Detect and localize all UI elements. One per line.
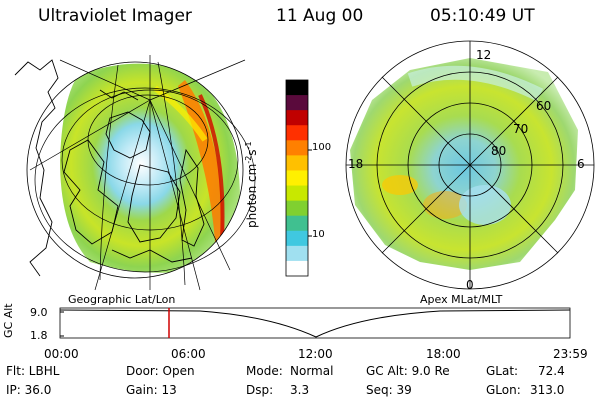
colorbar-segment [286, 245, 308, 262]
glat-label: GLat: [486, 364, 519, 378]
auroral-arc [178, 80, 224, 262]
colorbar-segment [286, 110, 308, 126]
gain-status: Gain: 13 [126, 383, 177, 397]
colorbar-unit: photon cm-2s-1 [244, 141, 259, 228]
time-tick-2359: 23:59 [553, 347, 588, 361]
altitude-tick-max: 9.0 [30, 306, 48, 319]
altitude-plot [59, 307, 571, 339]
colorbar-segment [286, 80, 308, 96]
mlt-label-0: 0 [466, 278, 474, 292]
polar-emission [350, 58, 578, 270]
ip-status: IP: 36.0 [6, 383, 52, 397]
colorbar-tick-10: 10 [312, 229, 325, 240]
glon-label: GLon: [486, 383, 521, 397]
time-tick-0600: 06:00 [171, 347, 206, 361]
colorbar-segment [286, 200, 308, 217]
altitude-axis-label: GC Alt [2, 303, 15, 338]
mode-label: Mode: [246, 364, 283, 378]
glat-value: 72.4 [538, 364, 565, 378]
mlat-label-70: 70 [513, 122, 528, 136]
door-status: Door: Open [126, 364, 195, 378]
mlat-mlt-grid [345, 40, 595, 290]
header: Ultraviolet Imager 11 Aug 00 05:10:49 UT [0, 6, 600, 30]
geographic-projection-label: Geographic Lat/Lon [68, 293, 176, 306]
dsp-label: Dsp: [246, 383, 274, 397]
colorbar-segment [286, 185, 308, 202]
mode-value: Normal [290, 364, 334, 378]
color-scale-bar [285, 79, 312, 277]
time-label: 05:10:49 UT [430, 6, 535, 26]
mlat-label-60: 60 [536, 99, 551, 113]
altitude-curve [59, 309, 571, 338]
colorbar-segment [286, 170, 308, 187]
mlat-label-80: 80 [491, 144, 506, 158]
polar-map: 12 18 6 0 60 70 80 [345, 40, 595, 292]
instrument-title: Ultraviolet Imager [38, 6, 192, 26]
colorbar-segment [286, 155, 308, 171]
filter-status: Flt: LBHL [6, 364, 60, 378]
colorbar-segment [286, 125, 308, 141]
mlt-label-12: 12 [476, 48, 491, 62]
time-tick-0000: 00:00 [44, 347, 79, 361]
polar-projection-label: Apex MLat/MLT [420, 293, 503, 306]
colorbar-segment [286, 260, 308, 277]
colorbar-segment [286, 140, 308, 156]
altitude-tick-min: 1.8 [30, 329, 48, 342]
geographic-map [14, 55, 256, 291]
time-tick-1800: 18:00 [426, 347, 461, 361]
glon-value: 313.0 [530, 383, 565, 397]
colorbar-segment [286, 230, 308, 247]
mlt-label-6: 6 [577, 157, 585, 171]
mlt-label-18: 18 [348, 157, 363, 171]
dsp-value: 3.3 [290, 383, 310, 397]
gc-altitude-status: GC Alt: 9.0 Re [366, 364, 450, 378]
sequence-status: Seq: 39 [366, 383, 412, 397]
colorbar-segment [286, 215, 308, 232]
lat-lon-grid [29, 55, 256, 291]
date-label: 11 Aug 00 [276, 6, 364, 26]
time-tick-1200: 12:00 [298, 347, 333, 361]
coastlines [14, 59, 205, 277]
colorbar-border [285, 79, 309, 277]
colorbar-segment [286, 95, 308, 111]
colorbar-tick-100: 100 [312, 142, 332, 153]
